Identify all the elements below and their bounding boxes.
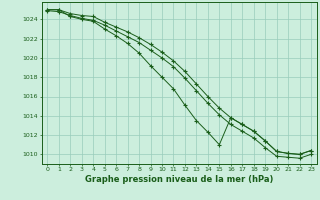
X-axis label: Graphe pression niveau de la mer (hPa): Graphe pression niveau de la mer (hPa) xyxy=(85,175,273,184)
